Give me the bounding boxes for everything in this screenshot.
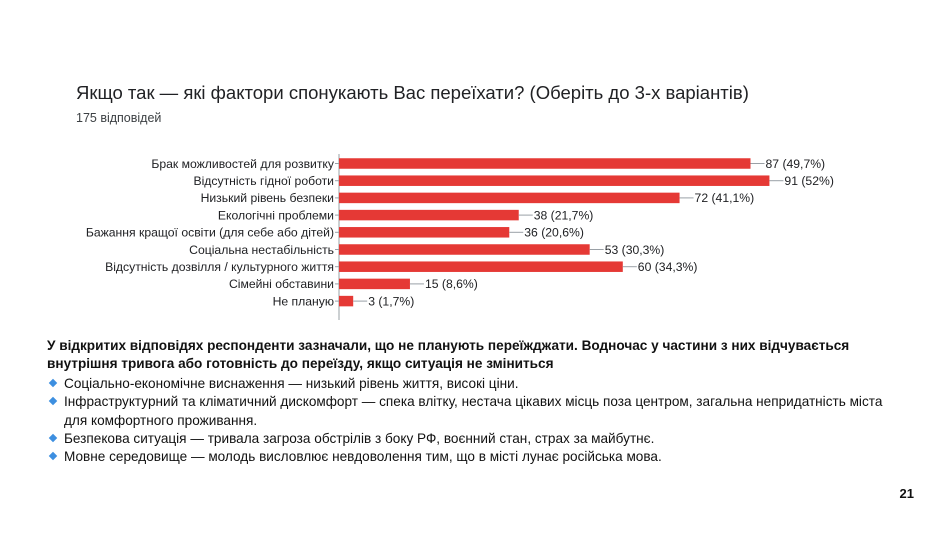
category-label: Екологічні проблеми xyxy=(218,208,334,222)
category-label: Відсутність дозвілля / культурного життя xyxy=(105,260,334,274)
category-label: Сімейні обставини xyxy=(229,277,334,291)
summary-section: У відкритих відповідях респонденти зазна… xyxy=(47,337,907,467)
page-number: 21 xyxy=(899,486,914,501)
data-label: 87 (49,7%) xyxy=(766,157,826,171)
category-label: Відсутність гідної роботи xyxy=(193,174,334,188)
data-label: 72 (41,1%) xyxy=(695,191,755,205)
bar xyxy=(339,295,354,307)
diamond-bullet-icon xyxy=(48,378,58,388)
category-label: Соціальна нестабільність xyxy=(189,243,334,257)
summary-bullet: Безпекова ситуація — тривала загроза обс… xyxy=(47,430,907,448)
category-label: Бажання кращої освіти (для себе або діте… xyxy=(86,226,334,240)
data-label: 53 (30,3%) xyxy=(605,243,665,257)
data-label: 91 (52%) xyxy=(784,174,833,188)
data-label: 38 (21,7%) xyxy=(534,208,594,222)
bar xyxy=(339,227,510,238)
summary-heading: У відкритих відповідях респонденти зазна… xyxy=(47,338,850,372)
category-label: Низький рівень безпеки xyxy=(201,191,334,205)
data-label: 3 (1,7%) xyxy=(368,294,414,308)
response-count: 175 відповідей xyxy=(76,111,162,125)
bar xyxy=(339,175,770,186)
diamond-bullet-icon xyxy=(48,452,58,461)
bar xyxy=(339,261,623,272)
summary-bullet: Мовне середовище — молодь висловлює невд… xyxy=(47,448,907,466)
bar xyxy=(339,209,519,221)
data-label: 36 (20,6%) xyxy=(524,226,584,240)
bar xyxy=(339,278,410,290)
category-label: Брак можливостей для розвитку xyxy=(151,157,335,171)
data-label: 60 (34,3%) xyxy=(638,260,698,274)
diamond-bullet-icon xyxy=(48,396,58,406)
horizontal-bar-chart: Брак можливостей для розвитку 87 (49,7%) В… xyxy=(86,154,834,320)
bar xyxy=(339,244,590,255)
summary-bullet-text: Мовне середовище — молодь висловлює невд… xyxy=(64,449,662,465)
bar xyxy=(339,192,680,204)
summary-bullet-text: Безпекова ситуація — тривала загроза обс… xyxy=(64,431,655,447)
chart-title: Якщо так — які фактори спонукають Вас пе… xyxy=(76,82,749,103)
summary-list: Соціально-економічне виснаження — низьки… xyxy=(47,375,907,467)
category-label: Не планую xyxy=(273,294,334,308)
summary-bullet: Соціально-економічне виснаження — низьки… xyxy=(47,375,907,393)
summary-bullet-text: Соціально-економічне виснаження — низьки… xyxy=(64,375,519,391)
diamond-bullet-icon xyxy=(48,433,58,443)
bar xyxy=(339,158,751,169)
data-label: 15 (8,6%) xyxy=(425,277,478,291)
summary-bullet-text: Інфраструктурний та кліматичний дискомфо… xyxy=(64,394,883,428)
summary-bullet: Інфраструктурний та кліматичний дискомфо… xyxy=(47,393,907,430)
